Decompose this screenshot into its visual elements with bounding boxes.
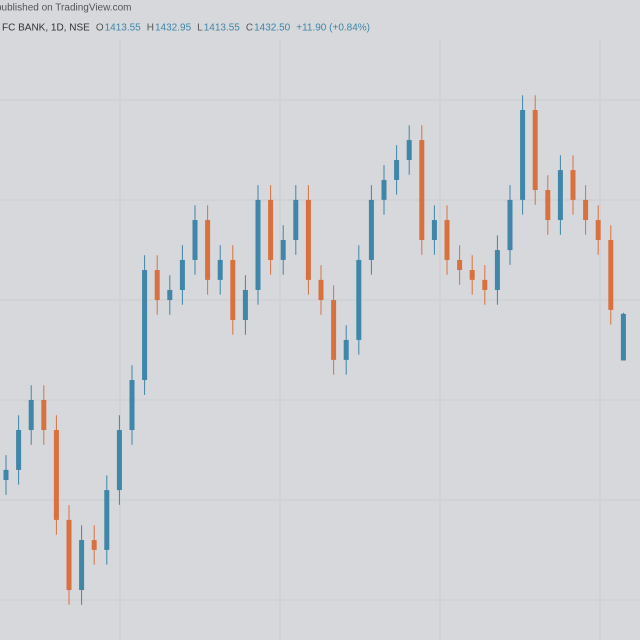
field-label: H [147, 23, 154, 34]
candle-body [318, 279, 324, 301]
field-value: 1432.95 [155, 23, 192, 34]
candle-body [457, 259, 463, 271]
symbol: FC BANK, 1D, NSE [2, 23, 90, 34]
candle-body [406, 140, 412, 160]
candle-body [608, 240, 614, 310]
candle-body [205, 220, 211, 280]
background-grid [0, 40, 640, 640]
candle-body [557, 170, 563, 221]
candle-body [305, 199, 311, 280]
header: FC BANK, 1D, NSE O 1413.55 H 1432.95 L 1413.5… [2, 23, 370, 34]
candle-body [381, 179, 387, 200]
field-label: L [197, 23, 203, 34]
candle-body [53, 430, 59, 520]
candle-body [41, 400, 47, 431]
candle-body [520, 110, 526, 200]
published-note: published on TradingView.com [0, 3, 131, 14]
candle-body [368, 199, 374, 260]
candle-body [230, 259, 236, 320]
candle-body [419, 140, 425, 240]
field-value: 1413.55 [204, 23, 241, 34]
candle-body [293, 199, 299, 240]
candle-body [583, 199, 589, 221]
field-label: C [246, 23, 253, 34]
candle-body [91, 540, 97, 550]
candle-body [280, 240, 286, 260]
candle-body [356, 259, 362, 340]
candle-body [3, 469, 9, 480]
candle-body [545, 190, 551, 221]
candle-body [620, 313, 626, 361]
candle-body [104, 490, 110, 550]
candle-body [431, 220, 437, 240]
candle-body [268, 199, 274, 260]
candle-body [331, 300, 337, 360]
field-label: O [96, 23, 104, 34]
candle-body [179, 259, 185, 290]
candle-body [242, 289, 248, 320]
field-value: 1432.50 [254, 23, 291, 34]
candle-body [507, 199, 513, 251]
candle-body [154, 270, 160, 301]
candle-body [116, 430, 122, 491]
candle-body [167, 289, 173, 301]
candle-body [394, 160, 400, 180]
candle-body [343, 339, 349, 360]
candle-body [28, 400, 34, 431]
candle-body [469, 270, 475, 280]
candle-body [142, 270, 148, 381]
candle-body [570, 170, 576, 200]
candle-body [79, 540, 85, 591]
candle-body [444, 220, 450, 260]
candle-body [129, 380, 135, 431]
candle-body [494, 250, 500, 290]
candle-body [217, 259, 223, 280]
plot [3, 95, 626, 605]
candle-body [595, 220, 601, 240]
candle-body [16, 430, 22, 470]
change: +11.90 (+0.84%) [296, 23, 370, 34]
candle-body [482, 279, 488, 290]
candle-body [66, 519, 72, 591]
field-value: 1413.55 [105, 23, 142, 34]
candle-body [192, 220, 198, 260]
candle-body [532, 110, 538, 191]
candle-body [255, 199, 261, 290]
